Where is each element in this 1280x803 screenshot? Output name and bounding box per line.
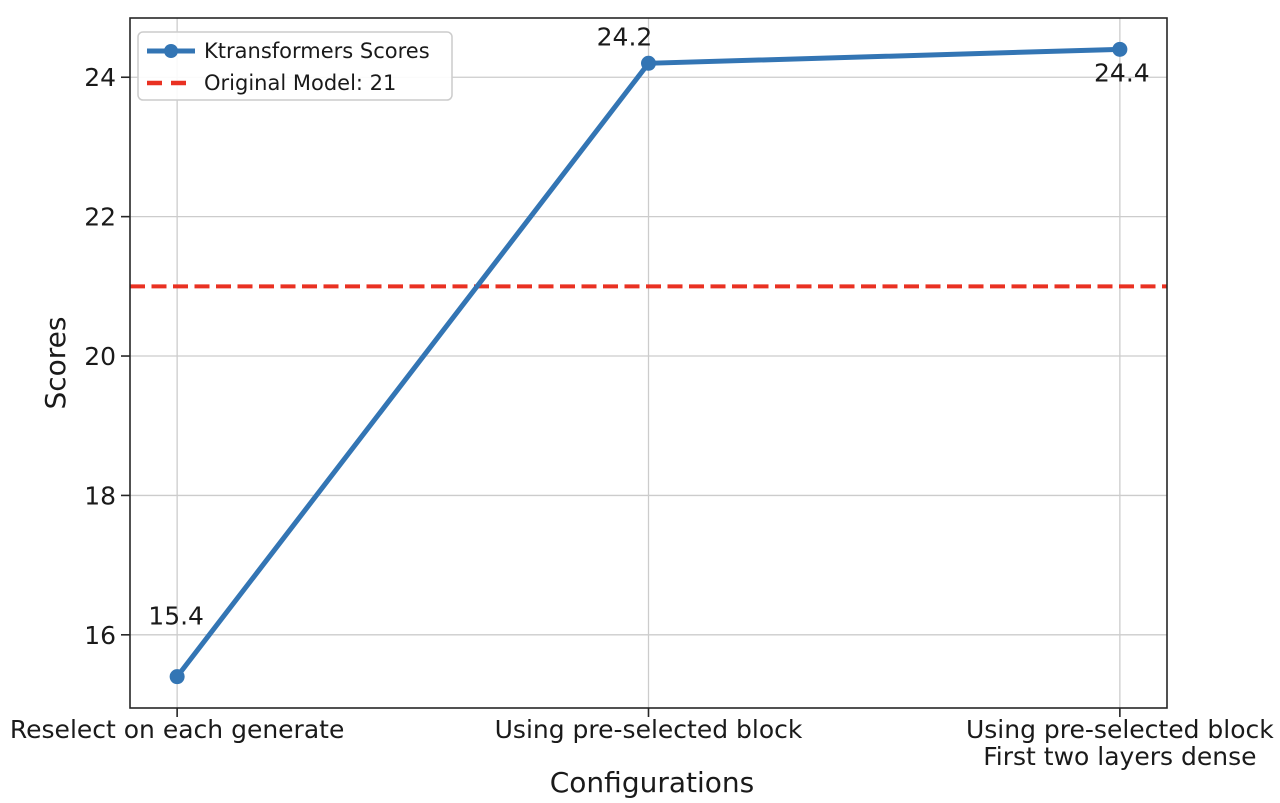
y-tick-label: 22: [84, 203, 116, 232]
x-tick-label: Using pre-selected block: [966, 715, 1274, 744]
legend-marker-icon: [164, 44, 178, 58]
y-tick-label: 16: [84, 621, 116, 650]
legend-label-reference: Original Model: 21: [204, 71, 396, 95]
x-tick-label: First two layers dense: [983, 742, 1256, 771]
data-point-marker: [1112, 41, 1128, 57]
y-tick-label: 24: [84, 63, 116, 92]
data-point-label: 15.4: [148, 602, 204, 631]
data-point-marker: [641, 55, 656, 71]
y-tick-label: 18: [84, 481, 116, 510]
legend: Ktransformers Scores Original Model: 21: [137, 31, 453, 101]
y-axis-label: Scores: [39, 316, 72, 409]
legend-box: [137, 31, 453, 101]
gridlines: [130, 18, 1167, 708]
data-point-label: 24.2: [597, 22, 653, 51]
x-tick-label: Reselect on each generate: [10, 715, 344, 744]
data-point-label: 24.4: [1094, 58, 1150, 87]
data-point-marker: [169, 669, 185, 685]
x-axis-label: Configurations: [550, 766, 754, 799]
legend-label-series: Ktransformers Scores: [204, 39, 430, 63]
y-tick-label: 20: [84, 342, 116, 371]
axis-ticks: 16 18 20 22 24 Reselect on each generate Using…: [10, 63, 1274, 771]
series-ktransformers-scores: [169, 41, 1128, 685]
plot-border: [129, 17, 1168, 709]
data-point-labels: 15.4 24.2 24.4: [148, 22, 1149, 630]
x-tick-label: Using pre-selected block: [495, 715, 803, 744]
